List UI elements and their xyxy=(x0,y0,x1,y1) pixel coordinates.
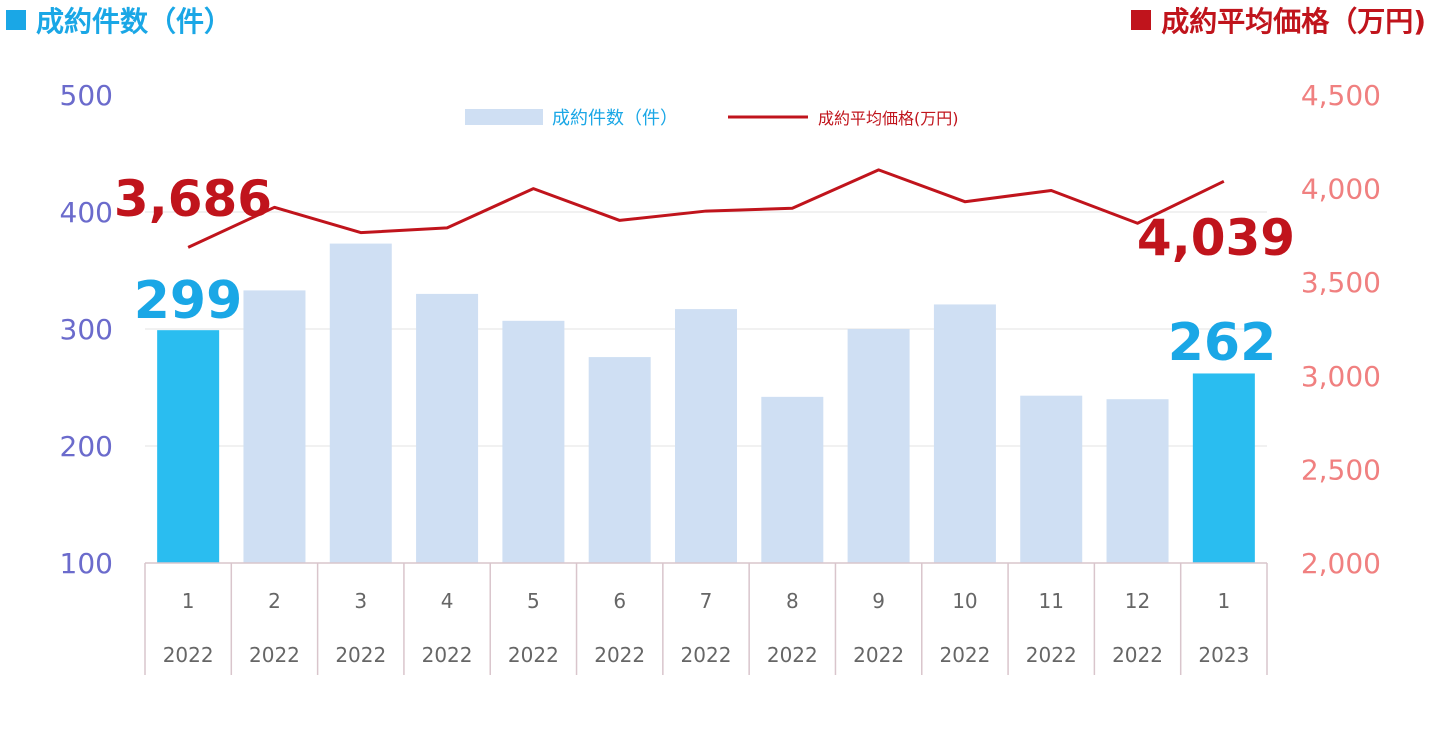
legend: 成約件数（件） 成約平均価格(万円) xyxy=(465,108,959,129)
legend-bar-swatch xyxy=(465,109,543,125)
right-y-tick-label: 2,500 xyxy=(1301,453,1381,486)
right-y-tick-label: 4,500 xyxy=(1301,79,1381,112)
left-y-tick-label: 300 xyxy=(60,313,113,346)
bar xyxy=(847,329,910,563)
right-y-axis: 4,500 4,000 3,500 3,000 2,500 2,000 xyxy=(1301,79,1381,580)
x-tick-label-month: 9 xyxy=(872,589,885,613)
x-tick-label-month: 7 xyxy=(700,589,713,613)
bar xyxy=(588,357,651,563)
x-tick-label-month: 12 xyxy=(1125,589,1150,613)
bar xyxy=(1106,399,1169,563)
line-series xyxy=(187,168,1225,249)
x-tick-label-year: 2023 xyxy=(1198,643,1249,667)
x-tick-label-month: 3 xyxy=(354,589,367,613)
right-header-square-icon xyxy=(1131,10,1152,30)
x-tick-label-year: 2022 xyxy=(594,643,645,667)
callouts: 3,686 4,039 299 262 xyxy=(114,170,1295,373)
bar xyxy=(675,309,737,563)
x-tick-label-year: 2022 xyxy=(422,643,473,667)
right-y-tick-label: 3,500 xyxy=(1301,266,1381,299)
left-header-square-icon xyxy=(6,10,26,30)
x-tick-label-year: 2022 xyxy=(163,643,214,667)
x-tick-label-year: 2022 xyxy=(767,643,818,667)
x-tick-label-year: 2022 xyxy=(249,643,300,667)
legend-bar-label: 成約件数（件） xyxy=(552,108,678,129)
right-axis-header: 成約平均価格（万円) xyxy=(1131,2,1426,42)
callout-bar-first: 299 xyxy=(134,271,243,331)
bar xyxy=(1020,395,1083,563)
x-tick-label-month: 1 xyxy=(1217,589,1230,613)
bar xyxy=(416,293,479,563)
x-tick-label-year: 2022 xyxy=(681,643,732,667)
x-tick-label-year: 2022 xyxy=(335,643,386,667)
bar xyxy=(157,330,220,563)
left-axis-header: 成約件数（件） xyxy=(6,2,232,42)
left-y-tick-label: 500 xyxy=(60,79,113,112)
left-y-tick-label: 400 xyxy=(60,196,113,229)
right-y-tick-label: 4,000 xyxy=(1301,173,1381,206)
callout-bar-last: 262 xyxy=(1168,313,1277,373)
bar xyxy=(329,243,392,563)
left-y-axis: 500 400 300 200 100 xyxy=(60,79,113,580)
bar xyxy=(502,320,565,563)
x-tick-label-month: 8 xyxy=(786,589,799,613)
x-tick-label-month: 2 xyxy=(268,589,281,613)
left-y-tick-label: 100 xyxy=(60,547,113,580)
x-tick-label-year: 2022 xyxy=(853,643,904,667)
x-axis: 1 2022 2 2022 3 2022 4 2022 5 2022 6 2022 7 2022 8 2022… xyxy=(144,562,1268,675)
callout-line-first: 3,686 xyxy=(114,170,272,228)
bar xyxy=(761,396,824,563)
bar xyxy=(243,290,306,563)
price-line xyxy=(187,168,1225,249)
bar xyxy=(1192,373,1255,563)
x-tick-label-year: 2022 xyxy=(1112,643,1163,667)
left-y-tick-label: 200 xyxy=(60,430,113,463)
x-tick-label-month: 4 xyxy=(441,589,454,613)
x-tick-label-year: 2022 xyxy=(1026,643,1077,667)
x-tick-label-year: 2022 xyxy=(939,643,990,667)
bar xyxy=(933,304,996,563)
x-tick-label-month: 1 xyxy=(182,589,195,613)
x-tick-label-month: 5 xyxy=(527,589,540,613)
right-y-tick-label: 2,000 xyxy=(1301,547,1381,580)
x-tick-label-month: 11 xyxy=(1039,589,1064,613)
right-header-text: 成約平均価格（万円) xyxy=(1161,5,1426,38)
callout-line-last: 4,039 xyxy=(1137,209,1295,267)
legend-line-label: 成約平均価格(万円) xyxy=(818,109,959,128)
x-tick-label-month: 10 xyxy=(952,589,977,613)
left-header-text: 成約件数（件） xyxy=(36,5,233,38)
bar-series xyxy=(157,243,1255,563)
right-y-tick-label: 3,000 xyxy=(1301,360,1381,393)
x-tick-label-month: 6 xyxy=(613,589,626,613)
x-tick-label-year: 2022 xyxy=(508,643,559,667)
